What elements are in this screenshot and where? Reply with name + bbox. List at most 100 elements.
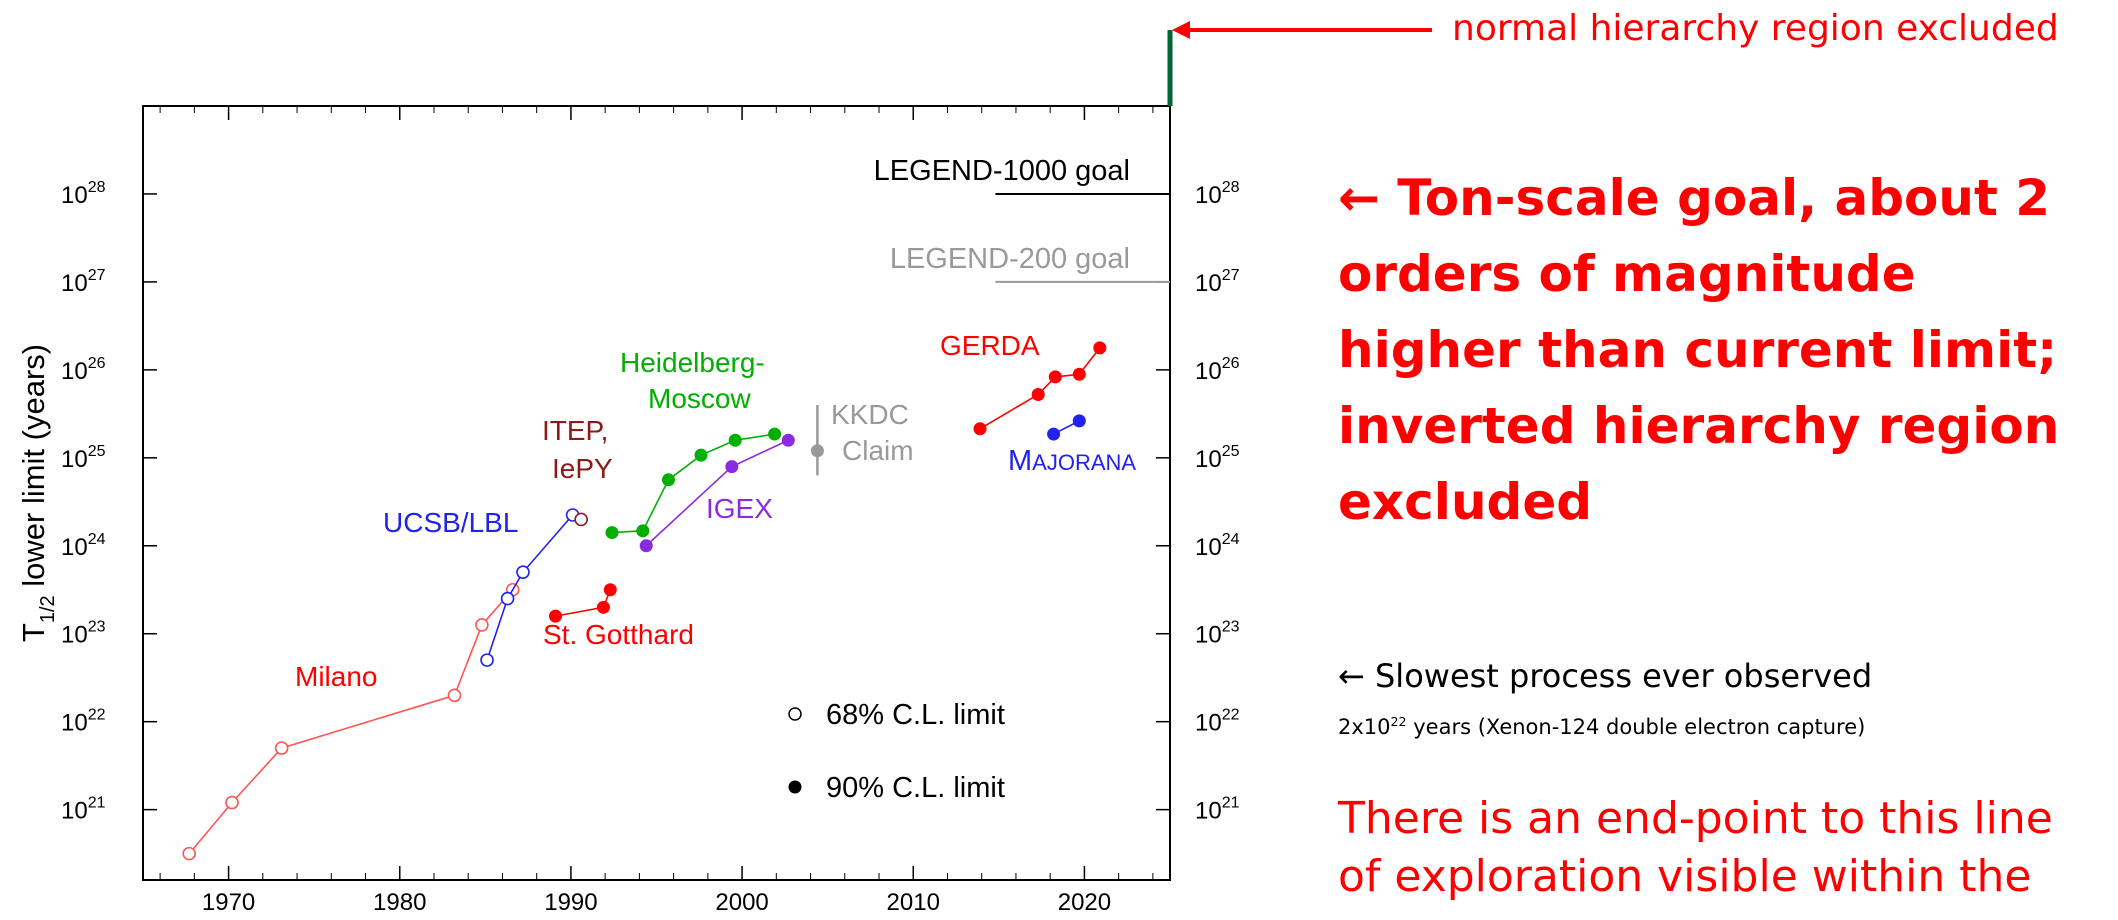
x-tick-label: 2000	[715, 889, 768, 915]
series-point-1	[500, 591, 515, 606]
y-tick-base: 10	[61, 358, 88, 385]
y-tick-exp: 28	[1222, 179, 1240, 196]
series-point-0	[274, 741, 289, 755]
y-tick-label: 1026	[61, 355, 106, 385]
y-tick-base: 10	[1195, 534, 1222, 561]
x-tick-label: 1990	[544, 889, 597, 915]
series-point-5	[781, 433, 795, 447]
y-tick-label-right: 1025	[1195, 443, 1240, 473]
y-tick-exp: 24	[88, 531, 106, 548]
y-tick-exp: 27	[88, 267, 106, 284]
y-tick-base: 10	[61, 182, 88, 209]
x-tick-label: 1980	[373, 889, 426, 915]
y-tick-exp: 21	[88, 795, 106, 812]
series-point-6	[973, 422, 987, 436]
arrow-head	[1172, 21, 1190, 39]
series-point-3	[549, 609, 563, 623]
series-point-4	[636, 524, 650, 538]
series-point-3	[596, 600, 610, 614]
y-tick-base: 10	[1195, 182, 1222, 209]
series-point-1	[516, 565, 530, 579]
label-majorana-cap: M	[1008, 445, 1032, 477]
y-tick-label: 1027	[61, 267, 106, 297]
y-tick-base: 10	[1195, 358, 1222, 385]
label-heidelberg-2: Moscow	[648, 383, 751, 414]
normal-hierarchy-label: normal hierarchy region excluded	[1452, 8, 2059, 49]
y-tick-exp: 27	[1222, 267, 1240, 284]
y-tick-label-right: 1027	[1195, 267, 1240, 297]
goal-label-0: LEGEND-1000 goal	[874, 155, 1130, 187]
series-point-4	[605, 526, 619, 540]
series-point-0	[447, 688, 462, 703]
y-tick-base: 10	[1195, 270, 1222, 297]
x-tick-label: 2010	[887, 889, 940, 915]
series-point-4	[768, 427, 782, 441]
series-point-7	[1047, 427, 1061, 441]
label-st-gotthard: St. Gotthard	[543, 619, 694, 650]
label-heidelberg-1: Heidelberg-	[620, 347, 765, 378]
y-tick-base: 10	[1195, 446, 1222, 473]
series-point-6	[1072, 367, 1086, 381]
goal-label-1: LEGEND-200 goal	[890, 243, 1130, 275]
slowest-process-detail: 2x1022 years (Xenon-124 double electron …	[1338, 708, 1865, 741]
legend-marker-0	[788, 707, 802, 721]
label-igex: IGEX	[706, 493, 773, 524]
series-point-3	[603, 583, 617, 597]
legend-marker-1	[788, 780, 802, 794]
series-line-0	[188, 589, 514, 855]
series-point-5	[639, 539, 653, 553]
y-tick-exp: 23	[1222, 619, 1240, 636]
y-tick-label-right: 1026	[1195, 355, 1240, 385]
y-tick-base: 10	[61, 446, 88, 473]
y-tick-label: 1023	[61, 619, 106, 649]
labels-layer: Milano UCSB/LBL ITEP, IePY St. Gotthard Heide…	[295, 330, 1136, 692]
y-tick-exp: 21	[1222, 795, 1240, 812]
legend-label-1: 90% C.L. limit	[826, 772, 1005, 804]
slowest-detail-prefix: 2x10	[1338, 715, 1391, 739]
label-ucsb-lbl: UCSB/LBL	[383, 507, 518, 538]
y-axis-label-text: lower limit (years)	[16, 344, 51, 595]
y-tick-exp: 22	[88, 707, 106, 724]
x-tick-label: 1970	[202, 889, 255, 915]
series-point-7	[1072, 414, 1086, 428]
y-tick-label: 1028	[61, 179, 106, 209]
series-point-1	[480, 653, 494, 667]
series-layer	[182, 341, 1107, 861]
y-tick-exp: 26	[88, 355, 106, 372]
y-tick-exp: 24	[1222, 531, 1240, 548]
y-tick-label-right: 1021	[1195, 795, 1240, 825]
y-tick-label: 1021	[61, 795, 106, 825]
series-point-5	[725, 460, 739, 474]
y-tick-exp: 23	[88, 619, 106, 636]
series-point-2	[574, 512, 588, 527]
y-tick-base: 10	[61, 710, 88, 737]
label-itep-1: ITEP,	[542, 415, 608, 446]
y-tick-label: 1024	[61, 531, 106, 561]
legend-label-0: 68% C.L. limit	[826, 699, 1005, 731]
y-tick-base: 10	[61, 534, 88, 561]
label-gerda: GERDA	[940, 330, 1040, 361]
y-tick-exp: 25	[88, 443, 106, 460]
label-majorana: MAJORANA	[1008, 445, 1136, 477]
series-point-6	[1031, 387, 1045, 401]
y-tick-label-right: 1028	[1195, 179, 1240, 209]
label-majorana-rest: AJORANA	[1032, 450, 1136, 475]
y-axis-label-subscript: 1/2	[37, 595, 59, 623]
y-tick-label: 1025	[61, 443, 106, 473]
normal-hierarchy-arrow	[1167, 21, 1432, 106]
series-point-0	[182, 846, 197, 861]
y-tick-exp: 26	[1222, 355, 1240, 372]
legend-layer: 68% C.L. limit 90% C.L. limit	[788, 699, 1005, 804]
slowest-process-annotation: ← Slowest process ever observed	[1338, 657, 1873, 695]
series-line-1	[486, 514, 574, 661]
y-axis-label: T1/2 lower limit (years)	[16, 344, 59, 642]
endpoint-annotation: There is an end-point to this line of ex…	[1338, 793, 2053, 902]
plot-frame	[142, 105, 1171, 881]
series-point-0	[475, 618, 489, 632]
y-tick-label-right: 1022	[1195, 707, 1240, 737]
series-point-6	[1093, 341, 1107, 355]
slowest-detail-exp: 22	[1390, 714, 1407, 729]
y-tick-label-right: 1024	[1195, 531, 1240, 561]
